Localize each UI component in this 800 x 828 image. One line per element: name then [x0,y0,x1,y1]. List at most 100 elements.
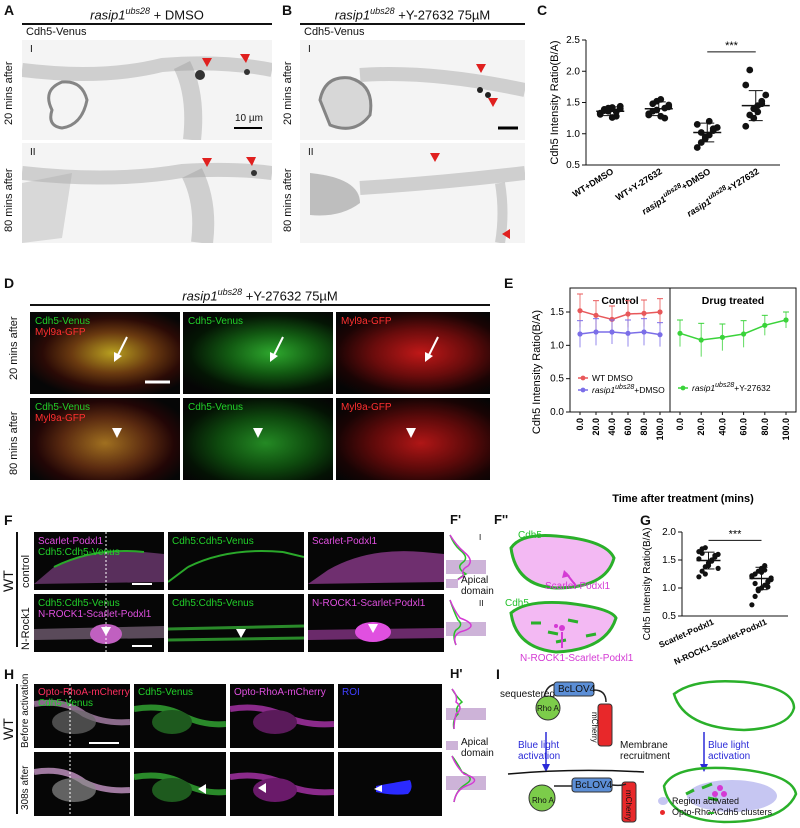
panel-f-row2-label: N-Rock1 [20,607,32,650]
data-point [741,331,747,337]
white-arrowhead-icon [374,785,382,792]
panel-d-merge-20min: Cdh5-Venus Myl9a-GFP [30,312,180,394]
y-tick-label: 1.0 [662,583,676,594]
y-tick-label: 1.5 [550,307,564,318]
data-point [657,332,663,338]
y-tick-label: 2.0 [662,527,676,538]
svg-text:I: I [479,533,481,542]
data-point [641,329,647,335]
data-point [665,101,673,109]
panel-d-red-80min: Myl9a-GFP [336,398,490,480]
cell-micrograph [22,54,272,140]
panel-label-i: I [496,666,500,682]
panel-b-title: rasip1ubs28 +Y-27632 75µM [334,6,491,23]
panel-h-after-green [134,752,226,816]
y-tick-label: 0.0 [550,407,564,418]
y-tick-label: 0.5 [662,611,676,622]
red-arrowhead-icon [476,64,486,73]
data-point [755,586,761,592]
cdh5-cluster-legend-mark [708,812,714,814]
data-point [577,331,583,337]
panel-label-d: D [4,275,15,291]
panel-label-hp: H' [450,666,463,681]
panel-d-red-20min: Myl9a-GFP [336,312,490,394]
panel-d-title: rasip1ubs28 +Y-27632 75µM [182,287,338,304]
data-point [742,81,750,89]
x-tick-label: 40.0 [607,418,617,436]
data-point [657,309,663,315]
panel-h-side-label: WT [0,718,16,740]
bclov4-label: BcLOV4 [558,684,596,695]
y-tick-label: 1.0 [566,129,580,140]
panel-f-nrock1-magenta: N-ROCK1-Scarlet-Podxl1 [308,594,444,652]
red-arrowhead-icon [488,98,498,107]
panel-fpp-schematic [509,534,618,654]
plot-frame [569,287,797,413]
data-point [712,552,718,559]
red-arrowhead-icon [240,54,250,63]
white-arrowhead-icon [112,428,122,438]
panel-a-image-80min: II [22,143,272,243]
data-point [783,317,789,323]
panel-h-row2-label: 308s after [20,765,31,810]
panel-h-before-merge: Opto-RhoA-mCherry Cdh5-Venus [34,684,130,748]
mcherry-label: mCherry [590,712,599,743]
data-point [625,330,631,336]
data-point [609,316,615,322]
x-tick-label: 80.0 [639,418,649,436]
panel-f-bracket [16,532,18,647]
panel-d-green-80min: Cdh5-Venus [183,398,333,480]
subplot-title: Control [601,295,638,307]
panel-label-fp: F' [450,512,462,527]
legend-marker [580,387,586,393]
data-point [765,584,771,590]
panel-a-image-20min: I 10 µm [22,40,272,140]
panel-h-before-magenta: Opto-RhoA-mCherry [230,684,334,748]
series-line [679,319,787,341]
panel-label-g: G [640,512,651,528]
data-point [677,330,683,336]
apical-legend-label: Apical domain [461,737,494,759]
panel-d-underline [30,304,490,306]
y-tick-label: 2.5 [566,35,580,46]
panel-label-fpp: F'' [494,512,509,527]
panel-f-control-green: Cdh5:Cdh5-Venus [168,532,304,590]
white-arrowhead-icon [198,784,206,794]
x-tick-label: 0.0 [575,418,585,431]
panel-h-before-roi: ROI [338,684,442,748]
panel-h-row1-label: Before activation [20,673,31,749]
data-point [702,545,708,551]
panel-label-b: B [282,2,293,18]
data-point [693,144,701,151]
scalebar-label: 10 µm [235,113,263,124]
data-point [693,120,701,128]
white-arrowhead-icon [406,428,416,438]
white-arrow-icon [270,352,278,362]
svg-text:II: II [479,599,483,608]
y-tick-label: 1.5 [566,98,580,109]
panel-a-row1-label: 20 mins after [3,61,15,125]
y-axis-label: Cdh5 Intensity Ratio(B/A) [642,528,653,641]
data-point [762,567,768,573]
panel-hp-profiles [446,688,486,803]
data-point [625,311,631,317]
panel-b-row1-label: 20 mins after [282,61,294,125]
region-legend-swatch [658,797,668,805]
panel-label-c: C [537,2,548,18]
apical-legend-label: Apical domain [461,575,494,597]
red-arrowhead-icon [430,153,440,162]
legend-marker [680,385,686,391]
data-point [742,122,750,130]
panel-i-schematic [507,679,798,824]
red-arrowhead-icon [246,157,256,166]
x-tick-label: 20.0 [591,418,601,436]
series-line [579,309,661,321]
panel-b-channel: Cdh5-Venus [304,26,365,38]
y-tick-label: 1.0 [550,340,564,351]
white-arrowhead-icon [236,629,246,638]
data-point [649,107,657,115]
data-point [593,329,599,335]
data-point [752,593,758,599]
series-line [579,331,661,336]
